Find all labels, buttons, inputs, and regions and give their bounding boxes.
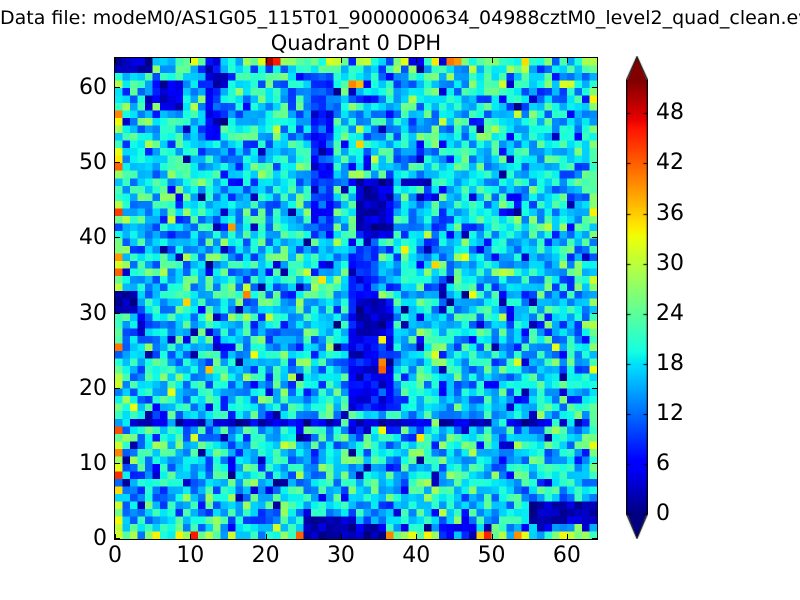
tick-mark xyxy=(592,463,597,464)
tick-mark xyxy=(115,162,120,163)
y-tick-label: 30 xyxy=(79,300,107,326)
colorbar-tick-label: 36 xyxy=(656,200,684,226)
x-tick-label: 60 xyxy=(552,543,581,568)
tick-mark xyxy=(266,58,267,63)
tick-mark xyxy=(492,534,493,539)
chart-title: Quadrant 0 DPH xyxy=(270,31,442,55)
y-tick-label: 60 xyxy=(79,75,107,101)
tick-mark xyxy=(115,534,116,539)
tick-mark xyxy=(592,538,597,539)
tick-mark xyxy=(341,534,342,539)
x-tick-label: 50 xyxy=(477,543,506,568)
colorbar-tick-label: 48 xyxy=(656,100,684,126)
colorbar-tick-label: 30 xyxy=(656,250,684,276)
tick-mark xyxy=(492,58,493,63)
tick-mark xyxy=(567,58,568,63)
colorbar-tick-label: 18 xyxy=(656,350,684,376)
tick-mark xyxy=(115,87,120,88)
y-tick-label: 0 xyxy=(93,526,107,551)
tick-mark xyxy=(567,534,568,539)
heatmap-axes xyxy=(114,57,598,540)
y-tick-label: 50 xyxy=(79,150,107,176)
y-tick-label: 10 xyxy=(79,450,107,476)
y-tick-label: 20 xyxy=(79,375,107,401)
colorbar-tick-label: 0 xyxy=(656,501,670,526)
colorbar-tick-label: 42 xyxy=(656,150,684,176)
heatmap-canvas xyxy=(115,58,597,539)
tick-mark xyxy=(115,538,120,539)
colorbar-tick-label: 24 xyxy=(656,300,684,326)
tick-mark xyxy=(115,388,120,389)
tick-mark xyxy=(341,58,342,63)
tick-mark xyxy=(190,58,191,63)
tick-mark xyxy=(190,534,191,539)
x-tick-label: 0 xyxy=(108,543,122,568)
y-tick-label: 40 xyxy=(79,225,107,251)
tick-mark xyxy=(115,313,120,314)
tick-mark xyxy=(115,237,120,238)
tick-mark xyxy=(115,58,116,63)
colorbar-tick-label: 6 xyxy=(656,450,670,476)
tick-mark xyxy=(592,87,597,88)
tick-mark xyxy=(266,534,267,539)
colorbar xyxy=(626,56,648,539)
tick-mark xyxy=(115,463,120,464)
tick-mark xyxy=(592,388,597,389)
x-tick-label: 30 xyxy=(326,543,355,568)
tick-mark xyxy=(416,534,417,539)
x-tick-label: 20 xyxy=(251,543,280,568)
data-file-label: Data file: modeM0/AS1G05_115T01_90000006… xyxy=(0,7,800,29)
x-tick-label: 10 xyxy=(176,543,205,568)
tick-mark xyxy=(592,313,597,314)
colorbar-tick-label: 12 xyxy=(656,400,684,426)
x-tick-label: 40 xyxy=(402,543,431,568)
tick-mark xyxy=(592,237,597,238)
tick-mark xyxy=(416,58,417,63)
colorbar-canvas xyxy=(626,56,648,539)
tick-mark xyxy=(592,162,597,163)
